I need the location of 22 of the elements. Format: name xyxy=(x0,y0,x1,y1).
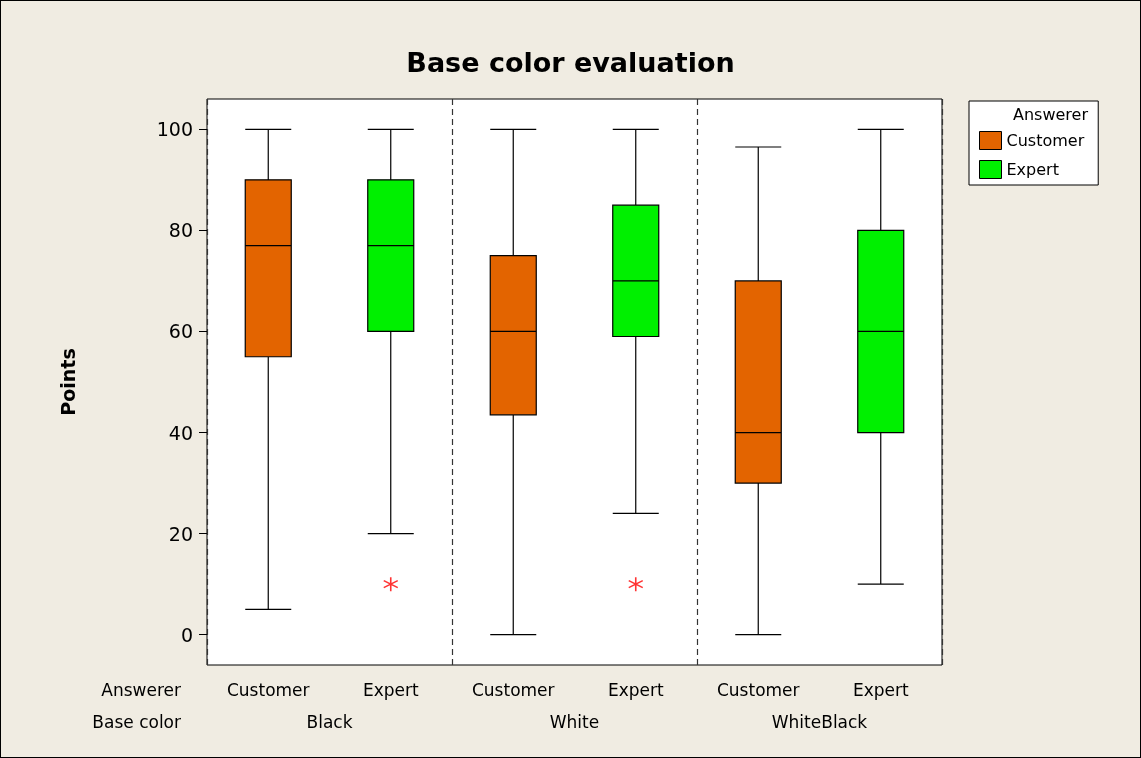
text: Expert xyxy=(852,679,909,700)
x-tick-label: White xyxy=(549,711,600,732)
legend-label: Customer xyxy=(1006,131,1085,150)
legend-label: Expert xyxy=(1006,160,1059,179)
legend-title: Answerer xyxy=(1013,104,1089,124)
y-tick-label: 0 xyxy=(180,623,193,646)
y-axis-title: Points xyxy=(56,348,79,416)
y-tick-label: 40 xyxy=(168,421,193,444)
x-tick-label: Black xyxy=(306,711,353,732)
x-tick-label: WhiteBlack xyxy=(771,711,868,732)
text: Customer xyxy=(471,679,555,700)
y-tick-label: 80 xyxy=(168,219,193,242)
text: Customer xyxy=(226,679,310,700)
text: Base color xyxy=(92,711,181,732)
text: Expert xyxy=(362,679,419,700)
text: Customer xyxy=(716,679,800,700)
text: Expert xyxy=(607,679,664,700)
text: Answerer xyxy=(101,679,182,700)
y-tick-label: 20 xyxy=(168,522,193,545)
chart-title: Base color evaluation xyxy=(406,47,735,78)
y-tick-label: 60 xyxy=(168,320,193,343)
y-tick-label: 100 xyxy=(156,118,193,141)
